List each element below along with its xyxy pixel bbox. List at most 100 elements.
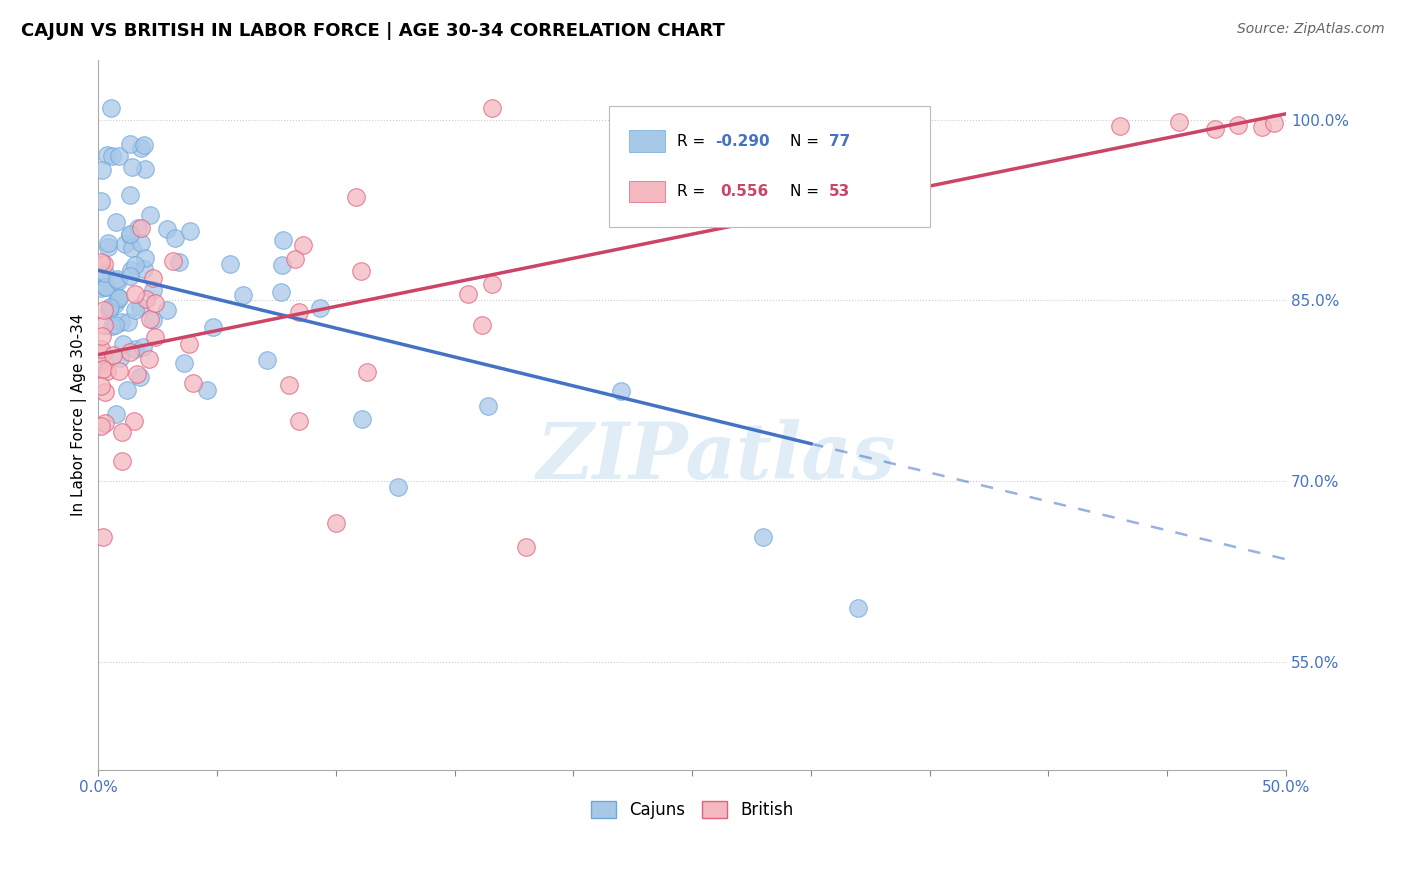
Point [96,236,118,251]
Point [134,262,156,277]
Point [350,411,373,425]
Point [107,274,129,288]
Point [457,287,479,301]
Point [124,286,146,301]
Point [91,530,114,544]
Point [118,136,141,151]
Point [120,188,142,202]
Point [100,101,122,115]
Point [270,285,292,300]
Point [156,222,179,236]
Point [101,149,124,163]
Point [1263,116,1285,130]
Point [118,227,141,242]
Point [273,233,295,247]
Point [195,383,218,397]
Text: Source: ZipAtlas.com: Source: ZipAtlas.com [1237,22,1385,37]
Point [1204,122,1226,136]
Point [94,384,117,399]
Bar [630,180,665,202]
Point [107,292,129,306]
Point [131,235,153,250]
Point [356,365,378,379]
Point [108,364,131,378]
Y-axis label: In Labor Force | Age 30-34: In Labor Force | Age 30-34 [72,314,87,516]
Point [90,271,112,285]
Point [129,370,152,384]
Point [94,280,117,294]
Point [132,341,155,355]
Point [481,101,503,115]
Point [773,211,796,225]
Point [108,149,131,163]
Point [90,328,112,343]
FancyBboxPatch shape [609,106,929,227]
Point [90,254,112,268]
Point [93,257,115,271]
Point [156,303,179,318]
Point [111,425,134,439]
Point [120,262,142,277]
Point [169,254,191,268]
Point [101,348,124,362]
Point [325,516,347,531]
Point [110,351,132,365]
Point [90,356,112,370]
Point [284,252,307,267]
Point [142,312,165,326]
Point [94,416,117,430]
Point [100,319,122,334]
Point [96,148,118,162]
Point [1227,118,1250,132]
Point [121,160,143,174]
Point [118,345,141,359]
Point [134,162,156,177]
Point [202,319,225,334]
Point [90,342,112,356]
Point [90,280,112,294]
Point [271,258,294,272]
Text: 53: 53 [828,184,851,199]
Point [110,315,132,329]
Point [125,367,148,381]
Point [91,162,114,177]
Point [143,330,166,344]
Point [515,541,537,555]
Point [111,453,134,467]
Point [387,480,409,494]
Point [124,302,146,317]
Point [138,351,160,366]
Point [177,337,200,351]
Point [105,215,128,229]
Point [121,241,143,255]
Point [104,318,127,332]
Point [344,190,367,204]
Point [308,301,330,315]
Point [120,227,142,241]
Point [477,399,499,413]
Point [111,336,134,351]
Point [93,318,115,333]
Point [143,296,166,310]
Point [98,300,121,314]
Point [471,318,494,333]
Point [105,272,128,286]
Text: R =: R = [676,134,710,149]
Text: N =: N = [790,184,824,199]
Point [138,312,160,326]
Point [91,361,114,376]
Point [162,254,184,268]
Point [163,230,186,244]
Point [98,302,121,317]
Point [219,257,242,271]
Point [115,383,138,397]
Point [232,288,254,302]
Point [181,376,204,390]
Text: ZIPatlas: ZIPatlas [536,419,896,496]
Text: R =: R = [676,184,714,199]
Point [122,414,145,428]
Point [1168,115,1191,129]
Point [127,220,149,235]
Point [107,291,129,305]
Point [129,221,152,235]
